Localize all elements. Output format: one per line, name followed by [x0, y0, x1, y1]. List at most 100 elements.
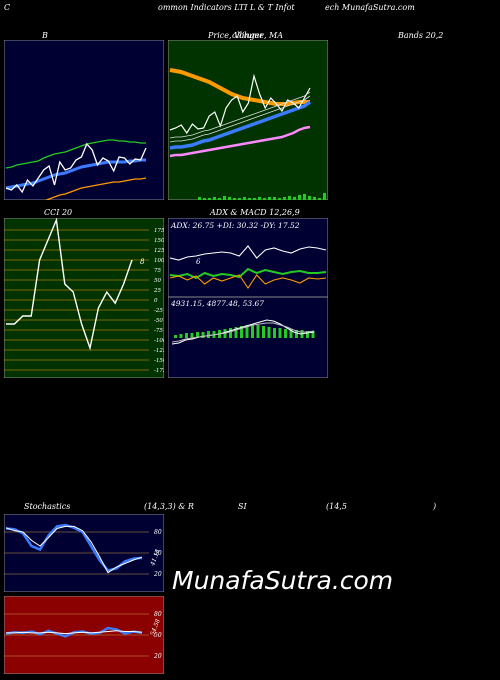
- volume-bar: [213, 197, 216, 200]
- volume-bar: [263, 198, 266, 200]
- macd-histogram-bar: [179, 334, 183, 338]
- macd-histogram-bar: [245, 325, 249, 338]
- cci-tick-label: -125: [154, 348, 164, 354]
- volume-bar: [268, 197, 271, 200]
- volume-bar: [258, 197, 261, 200]
- macd-readout: 4931.15, 4877.48, 53.67: [170, 299, 264, 308]
- volume-bar: [228, 197, 231, 200]
- adx-macd-panel: ADX: 26.75 +DI: 30.32 -DY: 17.52 6 4931.…: [168, 218, 328, 378]
- price-band-line: [169, 91, 311, 139]
- macd-histogram-bar: [311, 331, 315, 338]
- cci-tick-label: -150: [154, 358, 164, 364]
- volume-bar: [273, 197, 276, 200]
- title-rsi-params: (14,5: [326, 502, 347, 511]
- macd-signal-line: [171, 322, 315, 343]
- macd-histogram-bar: [278, 328, 282, 338]
- osc-tick-label: 80: [154, 611, 162, 618]
- volume-bar: [238, 198, 241, 200]
- cci-panel: 175 150 125 100 75 50 25 0 -25 -50 -75 -100 -125 -150…: [4, 218, 164, 378]
- macd-histogram-bar: [185, 333, 188, 338]
- bollinger-panel: [4, 40, 164, 200]
- title-cci: CCI 20: [44, 208, 73, 217]
- stoch-pct-d-line: [5, 525, 143, 574]
- volume-bar: [253, 198, 256, 200]
- header-right: ech MunafaSutra.com: [325, 3, 415, 12]
- adx-readout: ADX: 26.75 +DI: 30.32 -DY: 17.52: [170, 221, 300, 230]
- volume-bar: [248, 198, 251, 200]
- macd-histogram-bar: [251, 324, 254, 338]
- macd-histogram-bar: [234, 327, 238, 338]
- macd-histogram-bar: [229, 328, 232, 338]
- price-ma-pink-line: [169, 125, 311, 158]
- volume-bar: [308, 196, 311, 200]
- macd-histogram-bar: [262, 326, 265, 338]
- volume-bar: [208, 198, 211, 200]
- macd-histogram-bar: [240, 326, 243, 338]
- macd-histogram-bar: [174, 335, 177, 338]
- title-rsi-close: ): [433, 502, 437, 511]
- osc-tick-label: 80: [154, 529, 162, 536]
- macd-histogram-bar: [289, 329, 293, 338]
- macd-histogram-bar: [196, 332, 199, 338]
- price-ma-blue-line: [169, 100, 312, 150]
- price-panel: [168, 40, 328, 200]
- cci-tick-label: 75: [154, 268, 161, 274]
- cci-frame: [4, 218, 164, 378]
- cci-tick-label: 150: [154, 238, 164, 244]
- bollinger-price-line: [5, 142, 147, 194]
- macd-histogram-bar: [201, 332, 205, 338]
- cci-tick-label: 50: [154, 278, 161, 284]
- volume-bar: [288, 196, 291, 200]
- macd-histogram-bar: [273, 328, 276, 338]
- cci-tick-label: -25: [154, 308, 163, 314]
- title-si: SI: [238, 502, 247, 511]
- osc-tick-label: 20: [153, 653, 162, 660]
- macd-histogram-bar: [207, 331, 210, 338]
- bollinger-upper-line: [5, 139, 146, 169]
- macd-histogram-bar: [256, 325, 260, 338]
- title-adx-macd: ADX & MACD 12,26,9: [210, 208, 300, 217]
- osc-tick-label: 50: [154, 632, 162, 639]
- volume-bar: [233, 198, 236, 200]
- header-center: ommon Indicators LTI L & T Infot: [158, 3, 295, 12]
- adx-plusminus-di-line: [169, 267, 327, 280]
- volume-bar: [198, 197, 201, 200]
- volume-bar: [303, 194, 306, 200]
- adx-frame: [168, 218, 328, 378]
- title-bands: Bands 20,2: [398, 31, 444, 40]
- volume-bar: [318, 198, 321, 200]
- volume-bar: [203, 198, 206, 200]
- title-price-overlap: ollinger: [232, 31, 264, 40]
- cci-last-label: 8: [140, 258, 145, 266]
- cci-tick-label: 0: [154, 298, 158, 304]
- cci-tick-label: 175: [154, 228, 164, 234]
- volume-bar: [283, 197, 286, 200]
- title-stoch: Stochastics: [24, 502, 71, 511]
- macd-histogram-bar: [190, 333, 194, 338]
- osc-tick-label: 50: [154, 550, 162, 557]
- price-ma-orange-line: [169, 68, 310, 106]
- bollinger-middle-line: [5, 158, 146, 190]
- volume-bar: [278, 198, 281, 200]
- title-stoch-params: (14,3,3) & R: [144, 502, 194, 511]
- volume-bar: [218, 198, 221, 200]
- watermark: MunafaSutra.com: [172, 566, 394, 595]
- macd-histogram-bar: [306, 331, 309, 338]
- price-price-line: [169, 73, 311, 135]
- rsi-rsi-avg-line: [6, 630, 143, 635]
- volume-bar: [323, 193, 326, 200]
- cci-tick-label: 100: [154, 258, 164, 264]
- price-band-line: [169, 95, 311, 143]
- volume-bar: [243, 197, 246, 200]
- volume-bar: [293, 197, 296, 200]
- macd-histogram-bar: [284, 329, 287, 338]
- adx-minus-di-line: [169, 274, 327, 289]
- volume-bar: [298, 195, 301, 200]
- cci-line: [6, 218, 133, 351]
- cci-tick-label: -50: [154, 318, 163, 324]
- volume-bar: [223, 196, 226, 200]
- bollinger-frame: [4, 40, 164, 200]
- cci-tick-label: -100: [154, 338, 164, 344]
- title-bollinger: B: [42, 31, 48, 40]
